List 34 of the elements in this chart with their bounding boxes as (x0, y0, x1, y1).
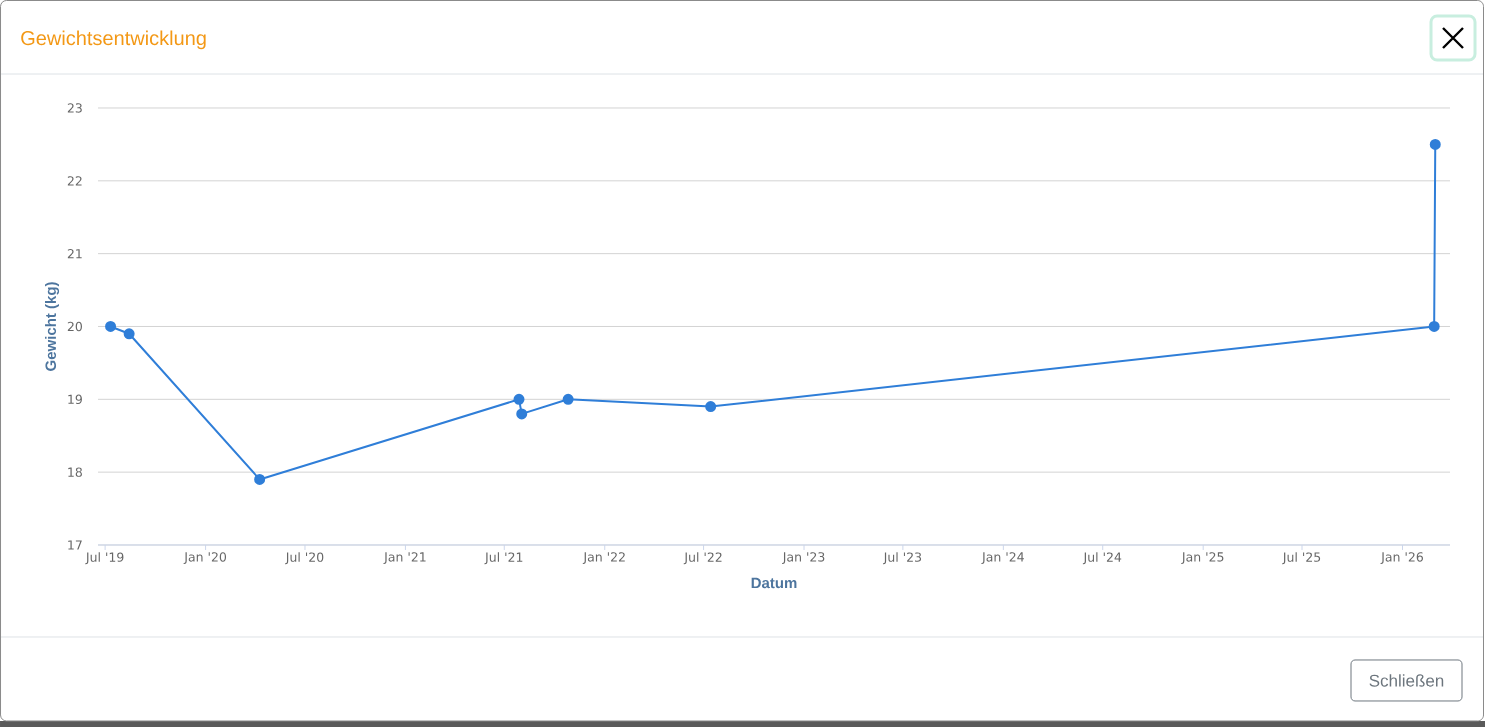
x-tick-label: Jan '20 (183, 552, 227, 564)
x-tick-label: Jul '24 (1082, 552, 1122, 565)
point (105, 320, 117, 332)
point (705, 401, 717, 413)
y-tick-label: 22 (67, 176, 82, 186)
text: Schließen (1369, 674, 1444, 687)
x-tick-label: Jul '19 (85, 552, 124, 565)
chart-title: Gewichtsentwicklung (21, 30, 206, 50)
y-tick-label: 19 (68, 394, 82, 405)
point (513, 393, 525, 405)
x-tick-label: Jul '20 (285, 552, 324, 565)
y-tick-label: 20 (67, 321, 82, 332)
point (254, 473, 266, 485)
point (123, 328, 135, 340)
y-tick-label: 21 (67, 249, 82, 259)
x-tick-label: Jan '21 (383, 552, 426, 564)
x-tick-label: Jan '24 (981, 552, 1024, 564)
x-tick-label: Jan '22 (582, 552, 625, 564)
y-tick-label: 23 (67, 103, 82, 113)
x-tick-label: Jul '25 (1282, 552, 1321, 565)
x-tick-label: Jul '21 (484, 552, 523, 565)
point (516, 408, 528, 420)
y-tick-label: 17 (68, 540, 82, 550)
point (562, 393, 574, 405)
x-tick-label: Jan '25 (1181, 552, 1224, 564)
x-tick-label: Jan '23 (782, 552, 825, 564)
point (1429, 138, 1441, 150)
y-axis-title: Gewicht (kg) (45, 282, 60, 371)
x-tick-label: Jul '23 (883, 552, 922, 565)
x-tick-label: Jul '22 (683, 552, 722, 565)
y-tick-label: 18 (68, 467, 82, 477)
x-axis-title: Datum (751, 577, 797, 589)
x-tick-label: Jan '26 (1380, 552, 1423, 564)
point (1428, 320, 1440, 332)
